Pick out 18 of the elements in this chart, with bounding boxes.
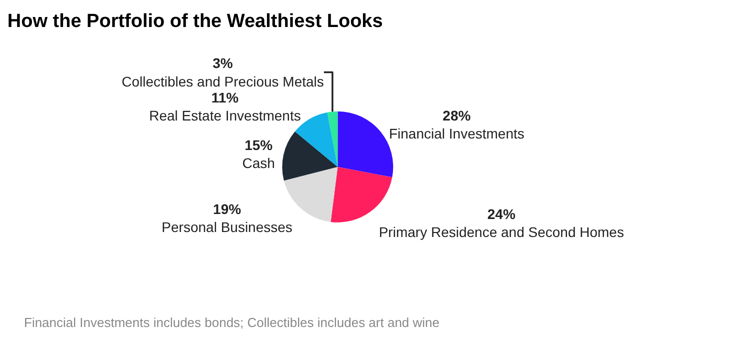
data-label: 19% bbox=[213, 201, 242, 218]
slice-label: Collectibles and Precious Metals bbox=[122, 73, 324, 90]
slice-label: Financial Investments bbox=[388, 126, 524, 142]
pie-slice bbox=[284, 166, 338, 222]
slice-label: Primary Residence and Second Homes bbox=[378, 224, 624, 240]
chart-title: How the Portfolio of the Wealthiest Looks bbox=[7, 11, 383, 32]
data-label: 28% bbox=[442, 107, 472, 124]
slice-label: Real Estate Investments bbox=[149, 108, 301, 124]
pie-slice bbox=[282, 132, 338, 181]
slice-label: Personal Businesses bbox=[162, 219, 292, 236]
data-label: 11% bbox=[211, 89, 240, 106]
data-label: 24% bbox=[487, 206, 516, 222]
slice-label: Cash bbox=[242, 155, 275, 172]
pie-slice bbox=[330, 166, 392, 222]
data-label: 15% bbox=[244, 136, 274, 153]
data-label: 3% bbox=[212, 55, 234, 72]
pie-slice bbox=[327, 111, 338, 167]
text: Financial Investments includes bonds; Collectibles includes art and wine bbox=[24, 315, 440, 330]
